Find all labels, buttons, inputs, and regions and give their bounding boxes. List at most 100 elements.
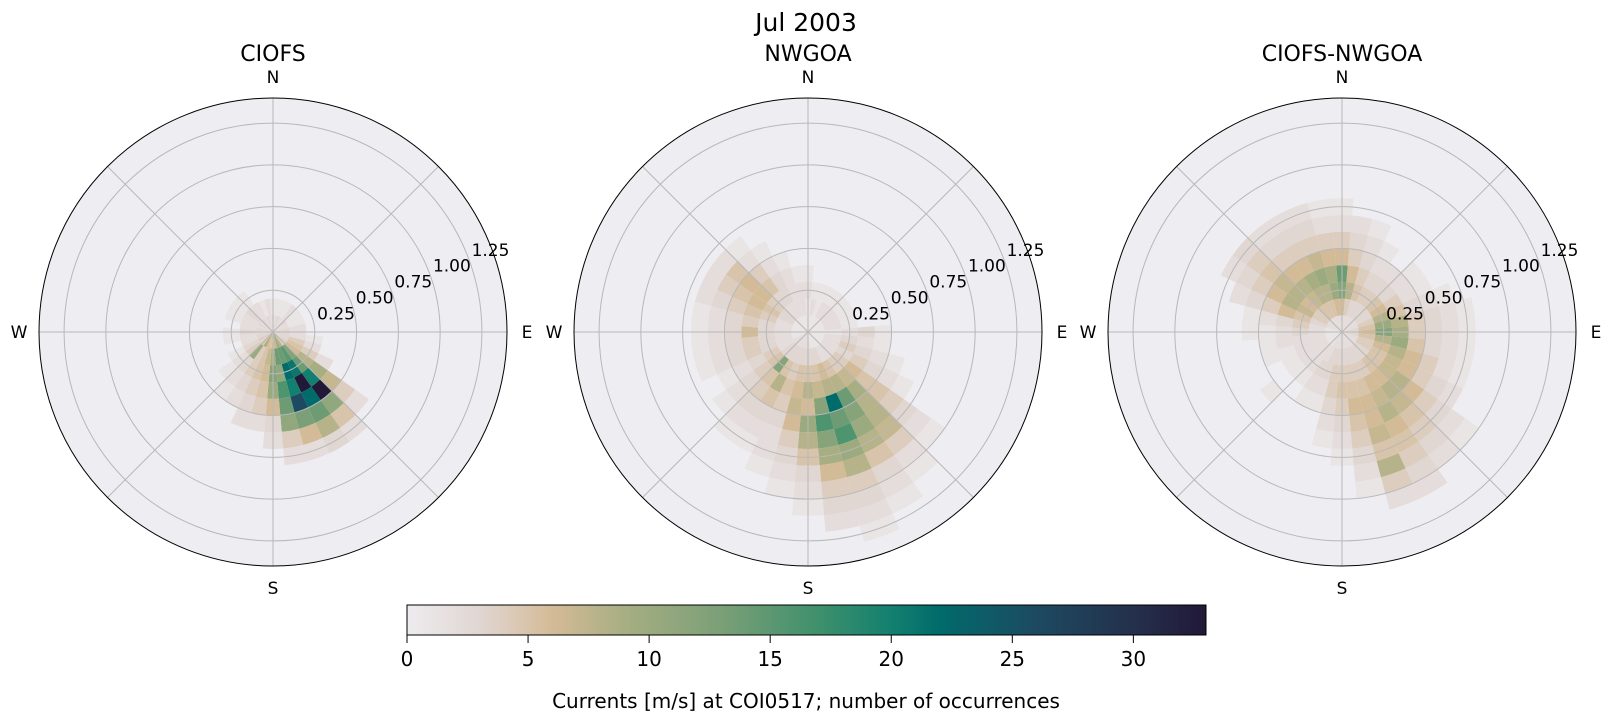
histogram-cell <box>1311 215 1334 236</box>
histogram-cell <box>855 498 893 526</box>
histogram-cell <box>1242 306 1262 325</box>
histogram-cell <box>289 333 307 341</box>
histogram-cell <box>1406 310 1426 327</box>
histogram-cell <box>237 355 254 374</box>
histogram-cell <box>273 327 290 332</box>
histogram-cell <box>263 316 273 332</box>
histogram-cell <box>1350 428 1373 449</box>
angular-gridline <box>1341 166 1508 333</box>
histogram-cell <box>712 389 738 415</box>
histogram-cell <box>780 341 797 356</box>
histogram-cell <box>1277 344 1297 361</box>
histogram-cell <box>856 336 875 350</box>
histogram-cell <box>1363 373 1381 393</box>
histogram-cell <box>1401 379 1425 403</box>
histogram-cell <box>727 349 748 368</box>
histogram-cell <box>815 345 828 363</box>
histogram-cell <box>890 374 915 400</box>
histogram-cell <box>1314 308 1331 323</box>
histogram-cell <box>691 301 712 324</box>
angular-gridline <box>1176 331 1343 498</box>
histogram-cell <box>786 396 803 416</box>
histogram-cell <box>822 493 856 516</box>
histogram-cell <box>902 408 932 439</box>
histogram-cell <box>1318 304 1333 321</box>
histogram-cell <box>1412 468 1448 499</box>
histogram-cell <box>725 379 749 403</box>
colorbar-label: Currents [m/s] at COI0517; number of occ… <box>552 689 1060 713</box>
histogram-cell <box>1320 248 1337 268</box>
figure-title: Jul 2003 <box>753 8 857 37</box>
histogram-cell <box>280 345 293 363</box>
histogram-cell <box>769 271 787 291</box>
histogram-cell <box>1277 303 1297 320</box>
histogram-cell <box>1300 296 1319 313</box>
histogram-cell <box>1432 282 1456 307</box>
histogram-cell <box>273 322 289 332</box>
histogram-cell <box>1370 386 1390 408</box>
radial-tick-label: 0.50 <box>356 289 394 309</box>
radial-tick-label: 0.25 <box>317 305 355 325</box>
histogram-cell <box>1438 301 1459 324</box>
histogram-cell <box>280 412 299 432</box>
histogram-cell <box>288 336 306 347</box>
histogram-cell <box>332 379 356 403</box>
histogram-cell <box>273 332 289 342</box>
histogram-cell <box>1355 477 1386 499</box>
compass-label-s: S <box>268 579 279 599</box>
histogram-cell <box>819 308 836 323</box>
histogram-cell <box>1370 277 1390 297</box>
histogram-cell <box>257 322 273 332</box>
histogram-cell <box>1325 332 1342 337</box>
histogram-cell <box>812 347 823 365</box>
histogram-cell <box>1294 367 1314 387</box>
histogram-cell <box>803 332 808 349</box>
histogram-cell <box>878 389 904 415</box>
histogram-cell <box>301 367 321 387</box>
histogram-cell <box>717 367 740 390</box>
histogram-cell <box>1332 332 1342 348</box>
histogram-cell <box>1384 414 1410 439</box>
histogram-cell <box>314 353 334 371</box>
histogram-cell <box>296 351 315 368</box>
histogram-cell <box>711 289 733 311</box>
histogram-cell <box>725 236 751 262</box>
panel-title: NWGOA <box>764 42 851 67</box>
histogram-cell <box>265 315 273 332</box>
histogram-cell <box>1325 327 1342 332</box>
histogram-cell <box>1294 277 1314 297</box>
polar-axes-frame <box>573 97 1043 567</box>
histogram-cell <box>251 396 268 416</box>
histogram-cell <box>829 407 851 429</box>
panel-title: CIOFS-NWGOA <box>1262 42 1423 67</box>
histogram-cell <box>800 332 808 349</box>
histogram-cell <box>1436 408 1466 439</box>
angular-gridline <box>107 331 274 498</box>
histogram-cell <box>777 428 800 449</box>
histogram-cell <box>1303 373 1321 393</box>
histogram-cell <box>850 414 876 439</box>
panel-nwgoa: NWGOA N S E W 0.250.500.751.001.25 <box>546 42 1068 599</box>
histogram-cell <box>779 377 796 397</box>
histogram-cell <box>1311 312 1329 325</box>
histogram-cell <box>1424 374 1449 400</box>
histogram-cell <box>1318 343 1333 360</box>
histogram-cell <box>273 332 281 349</box>
histogram-cell <box>717 274 740 297</box>
colorbar-tick-label: 15 <box>757 647 782 671</box>
histogram-cell <box>725 402 751 428</box>
histogram-cell <box>808 332 825 337</box>
histogram-cell <box>1349 345 1362 363</box>
histogram-cell <box>772 290 789 309</box>
histogram-cell <box>809 348 817 366</box>
histogram-cell <box>1300 351 1319 368</box>
histogram-cell <box>273 316 283 332</box>
histogram-cell <box>1342 332 1352 348</box>
histogram-cell <box>1261 296 1282 315</box>
histogram-cell <box>824 333 842 341</box>
colorbar: Currents [m/s] at COI0517; number of occ… <box>401 604 1207 713</box>
histogram-cell <box>1259 379 1283 403</box>
histogram-cell <box>286 312 304 325</box>
histogram-cell <box>1294 256 1314 278</box>
